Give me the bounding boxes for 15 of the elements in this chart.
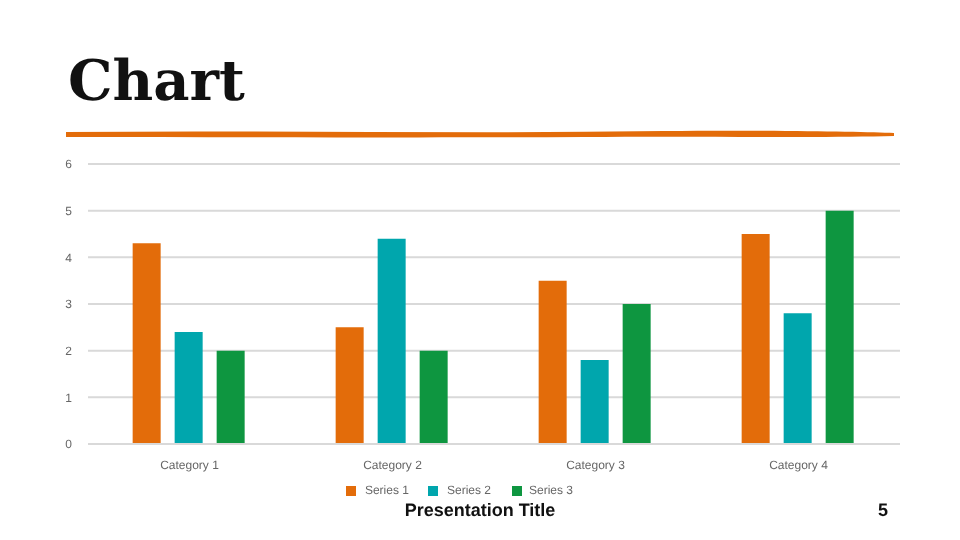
bar (783, 313, 812, 444)
bar (216, 350, 245, 444)
bar (132, 243, 161, 444)
text: Presentation Title (404, 500, 556, 520)
bar (622, 304, 651, 444)
chart-title: Chart (68, 48, 245, 114)
bar (419, 350, 448, 444)
text: 5 (877, 500, 888, 520)
bar (538, 280, 567, 444)
bar (741, 234, 770, 444)
bar (580, 360, 609, 444)
bar (825, 210, 854, 444)
bar (174, 332, 203, 444)
bar (377, 238, 406, 444)
bar (335, 327, 364, 444)
